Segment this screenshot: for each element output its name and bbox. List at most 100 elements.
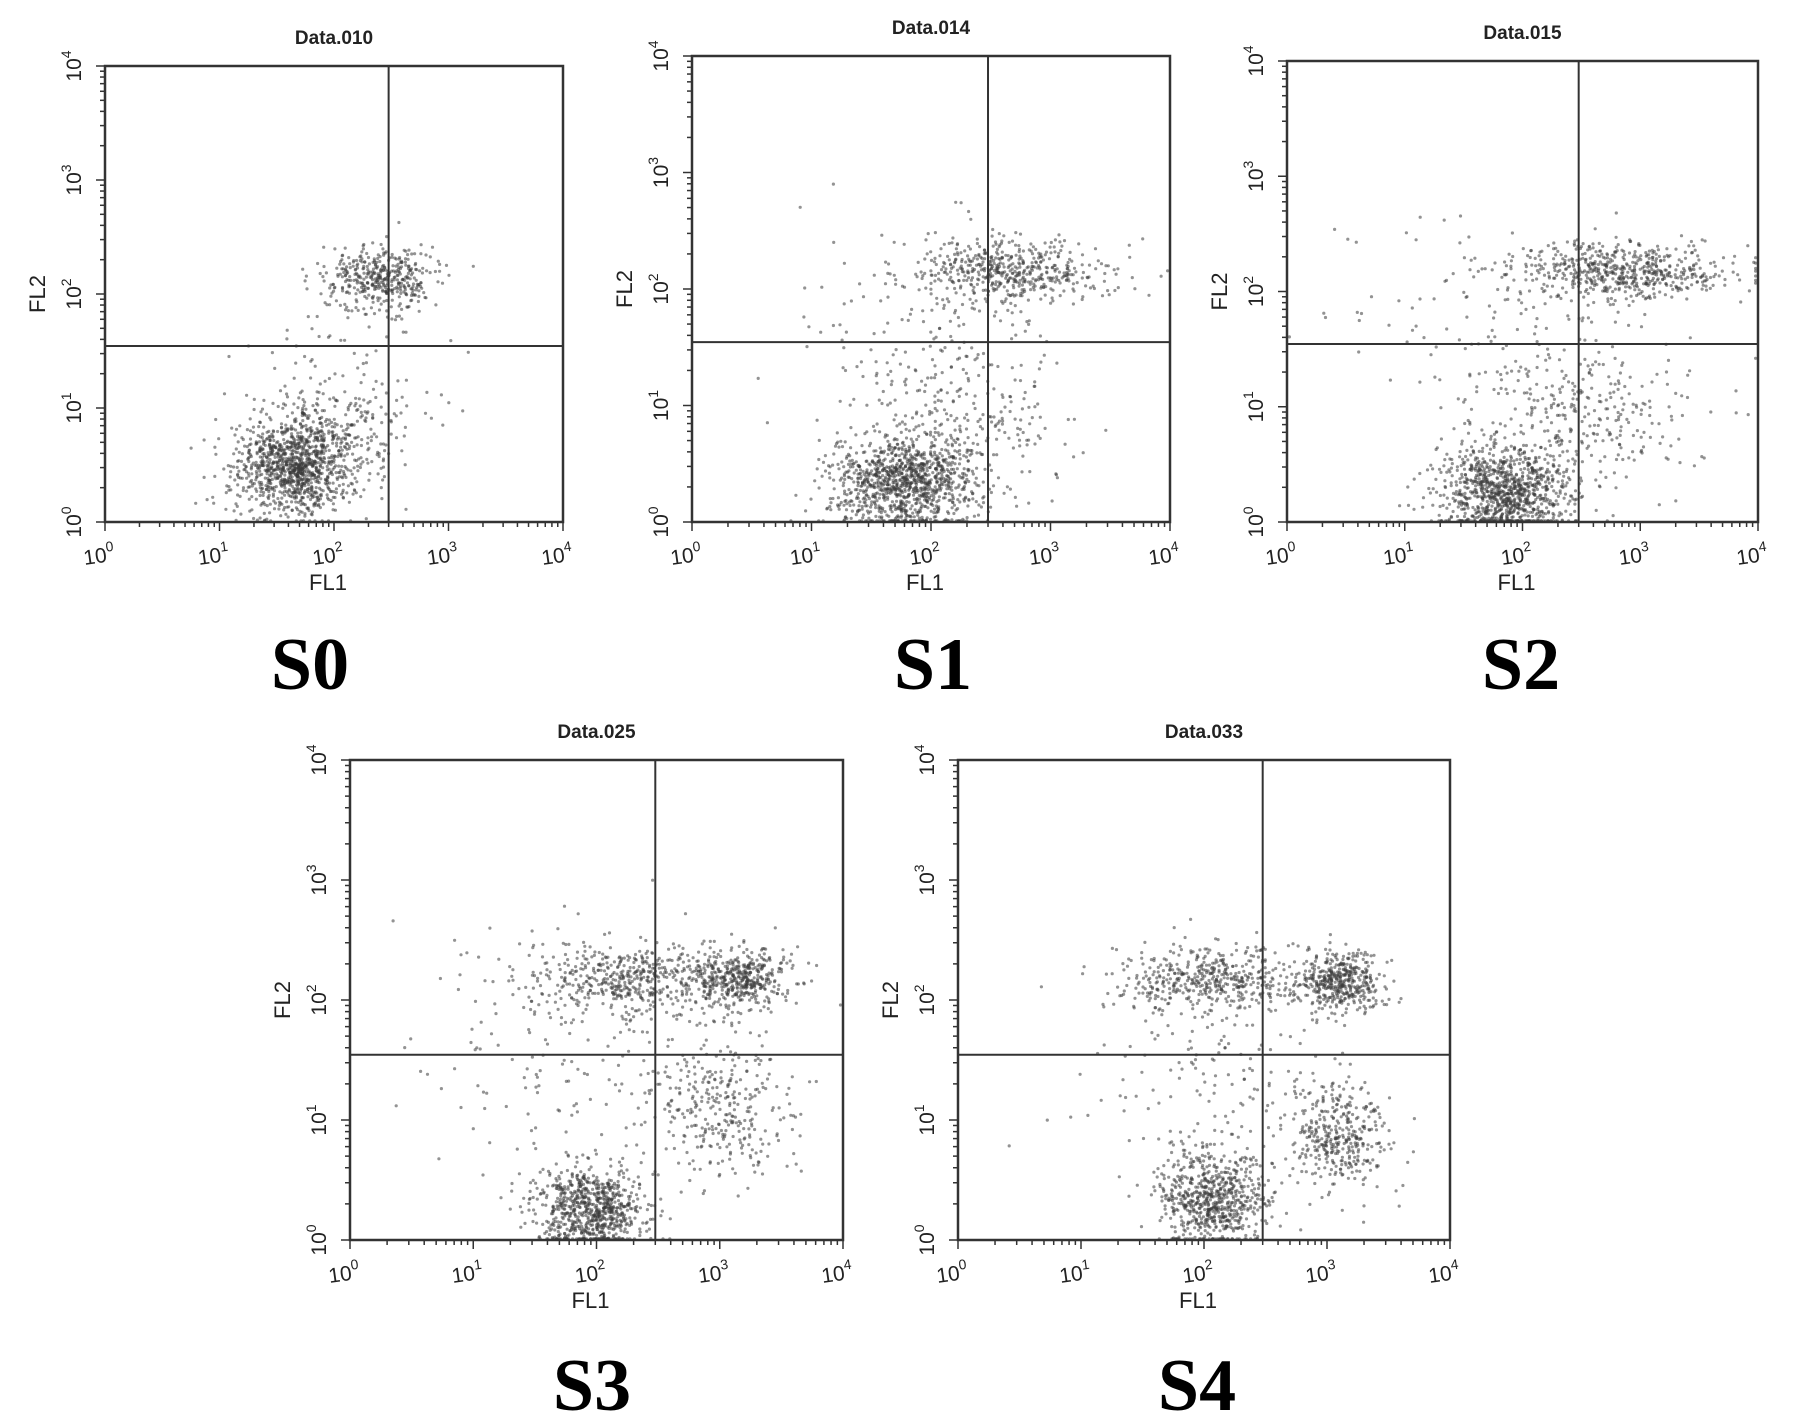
scatter-point [1562, 486, 1565, 489]
scatter-point [1519, 516, 1522, 519]
scatter-point [1534, 456, 1537, 459]
scatter-point [1590, 321, 1593, 324]
scatter-point [1526, 485, 1529, 488]
scatter-point [1558, 454, 1561, 457]
scatter-point [1528, 457, 1531, 460]
scatter-point [1515, 458, 1518, 461]
scatter-point [1511, 482, 1514, 485]
scatter-point [1552, 516, 1555, 519]
scatter-point [1542, 499, 1545, 502]
scatter-point [1548, 482, 1551, 485]
scatter-point [1565, 470, 1568, 473]
scatter-point [1544, 493, 1547, 496]
scatter-point [1625, 475, 1628, 478]
scatter-point [1587, 364, 1590, 367]
scatter-point [1534, 478, 1537, 481]
scatter-point [1505, 504, 1508, 507]
scatter-point [1524, 498, 1527, 501]
scatter-point [1567, 459, 1570, 462]
scatter-point [1570, 495, 1573, 498]
scatter-point [1513, 508, 1516, 511]
scatter-point [1563, 497, 1566, 500]
scatter-point [1559, 492, 1562, 495]
scatter-point [1568, 478, 1571, 481]
scatter-point [1511, 504, 1514, 507]
scatter-point [1581, 460, 1584, 463]
scatter-point [1524, 458, 1527, 461]
scatter-point [1527, 514, 1530, 517]
scatter-point [1505, 485, 1508, 488]
scatter-point [1564, 510, 1567, 513]
scatter-point [1573, 498, 1576, 501]
scatter-point [1536, 517, 1539, 520]
scatter-point [1681, 414, 1684, 417]
scatter-point [1538, 468, 1541, 471]
scatter-point [1533, 493, 1536, 496]
scatter-point [1540, 502, 1543, 505]
scatter-point [1518, 477, 1521, 480]
scatter-point [1544, 512, 1547, 515]
scatter-point [1510, 500, 1513, 503]
scatter-point [1566, 481, 1569, 484]
scatter-point [1546, 462, 1549, 465]
scatter-point [1602, 363, 1605, 366]
scatter-point [1551, 474, 1554, 477]
scatter-point [1545, 489, 1548, 492]
scatter-point [1519, 488, 1522, 491]
scatter-point [1526, 474, 1529, 477]
scatter-point [1512, 478, 1515, 481]
scatter-point [1522, 444, 1525, 447]
scatter-point [1507, 488, 1510, 491]
scatter-point [1510, 470, 1513, 473]
scatter-point [1545, 506, 1548, 509]
scatter-point [1513, 433, 1516, 436]
scatter-point [1521, 471, 1524, 474]
scatter-point [1561, 483, 1564, 486]
scatter-point [1519, 495, 1522, 498]
scatter-point [1530, 477, 1533, 480]
scatter-point [1521, 475, 1524, 478]
scatter-point [1500, 507, 1503, 510]
scatter-point [1532, 508, 1535, 511]
scatter-point [1509, 464, 1512, 467]
scatter-point [1548, 503, 1551, 506]
scatter-point [1553, 458, 1556, 461]
scatter-point [1536, 512, 1539, 515]
scatter-point [1505, 500, 1508, 503]
scatter-point [1523, 494, 1526, 497]
scatter-point [1558, 464, 1561, 467]
scatter-point [1522, 491, 1525, 494]
scatter-point [1529, 502, 1532, 505]
scatter-point [1573, 503, 1576, 506]
scatter-point [1640, 436, 1643, 439]
scatter-point [1538, 481, 1541, 484]
scatter-point [1539, 494, 1542, 497]
scatter-point [1522, 504, 1525, 507]
scatter-point [1580, 479, 1583, 482]
scatter-point [1549, 454, 1552, 457]
scatter-point [1527, 477, 1530, 480]
scatter-point [1505, 509, 1508, 512]
scatter-point [1532, 472, 1535, 475]
scatter-point [1567, 502, 1570, 505]
scatter-point [1519, 468, 1522, 471]
scatter-point [1513, 487, 1516, 490]
scatter-point [1523, 467, 1526, 470]
scatter-point [1599, 470, 1602, 473]
scatter-point [1558, 472, 1561, 475]
scatter-point [1537, 506, 1540, 509]
scatter-point [1552, 513, 1555, 516]
scatter-point [1557, 480, 1560, 483]
scatter-point [1571, 457, 1574, 460]
scatter-point [1574, 460, 1577, 463]
scatter-point [1550, 485, 1553, 488]
scatter-point [1558, 511, 1561, 514]
scatter-point [1573, 463, 1576, 466]
scatter-point [1547, 477, 1550, 480]
scatter-point [1503, 479, 1506, 482]
scatter-point [1506, 470, 1509, 473]
scatter-point [1553, 398, 1556, 401]
scatter-point [1573, 510, 1576, 513]
scatter-point [1519, 498, 1522, 501]
